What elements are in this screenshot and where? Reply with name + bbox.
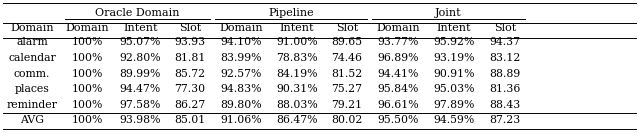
Text: 100%: 100% — [72, 37, 104, 47]
Text: AVG: AVG — [20, 115, 44, 125]
Text: 91.00%: 91.00% — [276, 37, 318, 47]
Text: 95.92%: 95.92% — [433, 37, 474, 47]
Text: 78.83%: 78.83% — [276, 53, 318, 63]
Text: 86.47%: 86.47% — [276, 115, 317, 125]
Text: 95.07%: 95.07% — [120, 37, 161, 47]
Text: 93.93: 93.93 — [175, 37, 205, 47]
Text: 94.47%: 94.47% — [120, 84, 161, 94]
Text: 100%: 100% — [72, 84, 104, 94]
Text: 89.65: 89.65 — [332, 37, 362, 47]
Text: 77.30: 77.30 — [175, 84, 205, 94]
Text: Slot: Slot — [179, 23, 201, 33]
Text: 97.89%: 97.89% — [433, 100, 474, 110]
Text: Domain: Domain — [10, 23, 54, 33]
Text: Intent: Intent — [123, 23, 157, 33]
Text: 89.80%: 89.80% — [220, 100, 262, 110]
Text: 93.19%: 93.19% — [433, 53, 474, 63]
Text: 93.77%: 93.77% — [378, 37, 419, 47]
Text: 87.23: 87.23 — [490, 115, 520, 125]
Text: 86.27: 86.27 — [175, 100, 205, 110]
Text: 94.59%: 94.59% — [433, 115, 474, 125]
Text: reminder: reminder — [6, 100, 58, 110]
Text: 85.72: 85.72 — [175, 68, 205, 79]
Text: 95.50%: 95.50% — [378, 115, 419, 125]
Text: 88.43: 88.43 — [490, 100, 520, 110]
Text: 89.99%: 89.99% — [120, 68, 161, 79]
Text: 94.83%: 94.83% — [221, 84, 262, 94]
Text: 75.27: 75.27 — [332, 84, 362, 94]
Text: 96.61%: 96.61% — [377, 100, 419, 110]
Text: 97.58%: 97.58% — [120, 100, 161, 110]
Text: 83.99%: 83.99% — [221, 53, 262, 63]
Text: 94.10%: 94.10% — [221, 37, 262, 47]
Text: alarm: alarm — [16, 37, 48, 47]
Text: 92.57%: 92.57% — [221, 68, 262, 79]
Text: 84.19%: 84.19% — [276, 68, 317, 79]
Text: Domain: Domain — [220, 23, 263, 33]
Text: 100%: 100% — [72, 115, 104, 125]
Text: 94.37: 94.37 — [490, 37, 520, 47]
Text: 80.02: 80.02 — [331, 115, 363, 125]
Text: 90.91%: 90.91% — [433, 68, 474, 79]
Text: 95.84%: 95.84% — [378, 84, 419, 94]
Text: 90.31%: 90.31% — [276, 84, 318, 94]
Text: comm.: comm. — [14, 68, 50, 79]
Text: 100%: 100% — [72, 53, 104, 63]
Text: Joint: Joint — [435, 8, 461, 18]
Text: 81.81: 81.81 — [174, 53, 206, 63]
Text: 100%: 100% — [72, 68, 104, 79]
Text: 88.89: 88.89 — [490, 68, 520, 79]
Text: 92.80%: 92.80% — [119, 53, 161, 63]
Text: 93.98%: 93.98% — [120, 115, 161, 125]
Text: 100%: 100% — [72, 100, 104, 110]
Text: 81.52: 81.52 — [332, 68, 362, 79]
Text: calendar: calendar — [8, 53, 56, 63]
Text: 91.06%: 91.06% — [220, 115, 262, 125]
Text: 83.12: 83.12 — [489, 53, 521, 63]
Text: Intent: Intent — [436, 23, 471, 33]
Text: 79.21: 79.21 — [332, 100, 362, 110]
Text: 96.89%: 96.89% — [378, 53, 419, 63]
Text: Domain: Domain — [376, 23, 420, 33]
Text: 88.03%: 88.03% — [276, 100, 318, 110]
Text: Intent: Intent — [280, 23, 314, 33]
Text: 81.36: 81.36 — [489, 84, 521, 94]
Text: Slot: Slot — [336, 23, 358, 33]
Text: Oracle Domain: Oracle Domain — [95, 8, 180, 18]
Text: Slot: Slot — [494, 23, 516, 33]
Text: Domain: Domain — [66, 23, 109, 33]
Text: 94.41%: 94.41% — [378, 68, 419, 79]
Text: 74.46: 74.46 — [332, 53, 362, 63]
Text: 95.03%: 95.03% — [433, 84, 474, 94]
Text: places: places — [15, 84, 49, 94]
Text: 85.01: 85.01 — [175, 115, 205, 125]
Text: Pipeline: Pipeline — [268, 8, 314, 18]
